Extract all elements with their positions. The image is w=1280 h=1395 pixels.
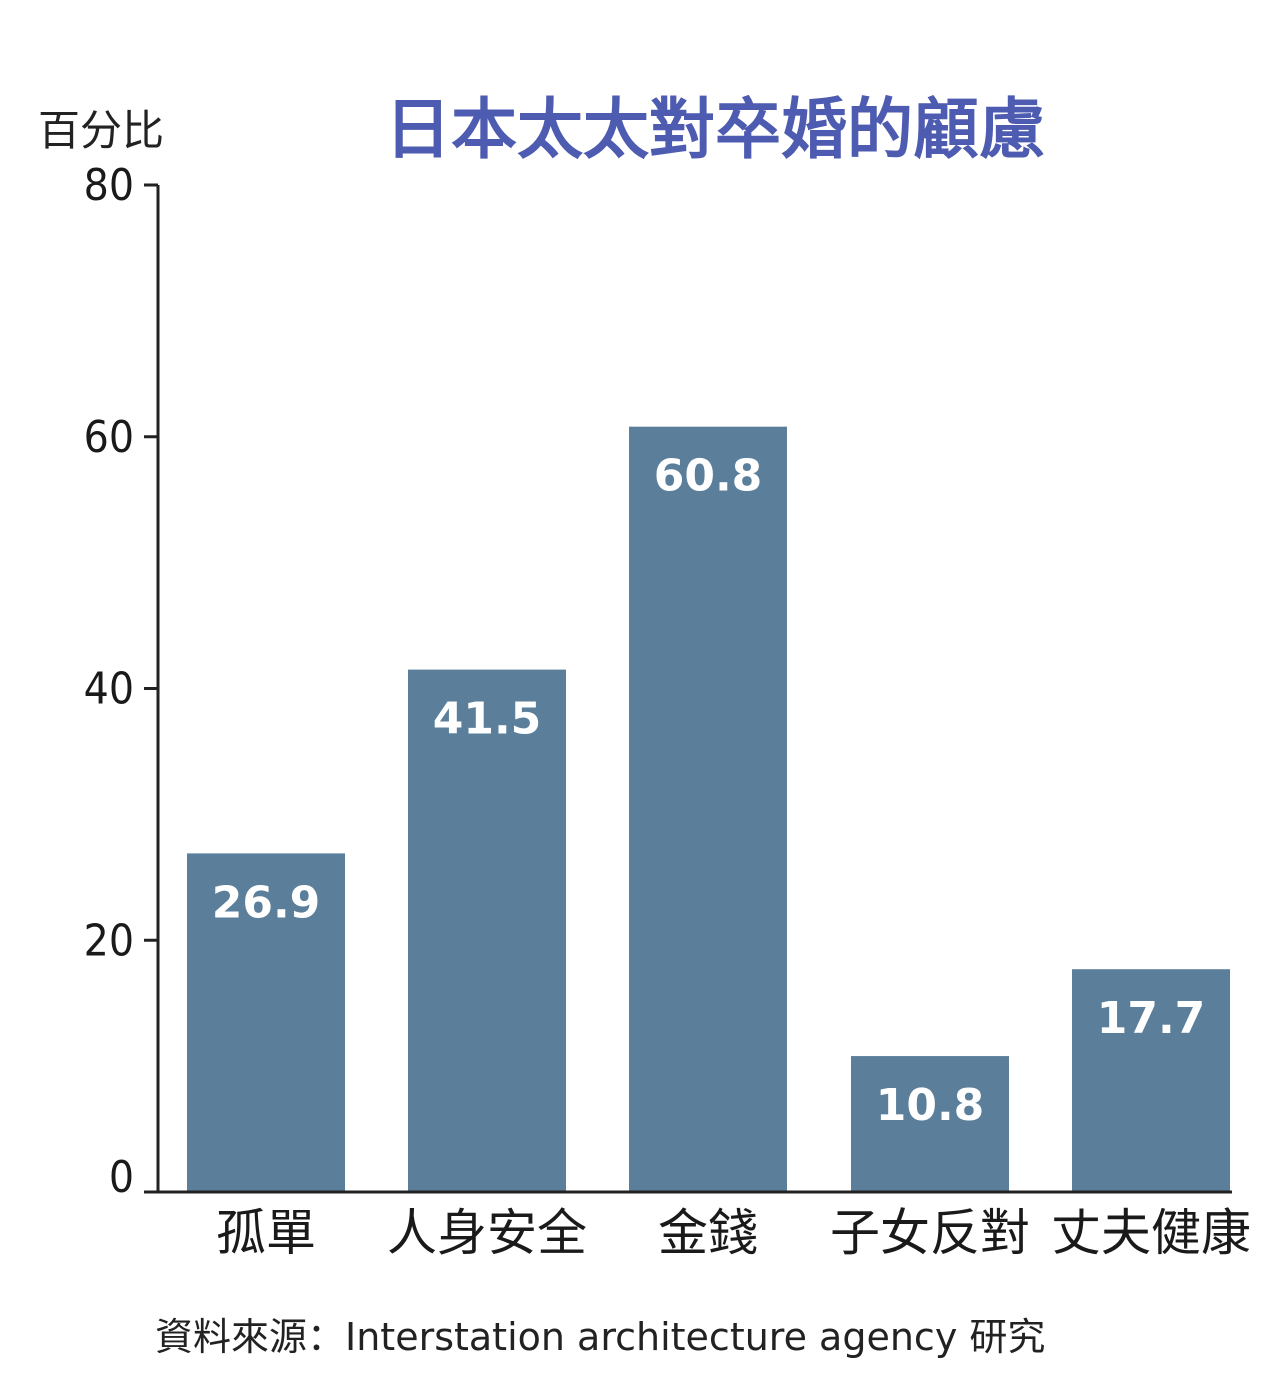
y-axis-ticks: 0 20 40 60 80 <box>84 160 158 1203</box>
bar <box>629 426 787 1192</box>
bar-value-label: 17.7 <box>1097 993 1206 1044</box>
bar-value-label: 10.8 <box>876 1080 985 1131</box>
y-tick-label: 0 <box>109 1152 134 1203</box>
bar <box>187 853 345 1192</box>
y-tick-label: 40 <box>84 664 134 715</box>
x-category-label: 子女反對 <box>830 1204 1030 1262</box>
bar <box>408 669 566 1192</box>
x-category-label: 金錢 <box>658 1204 758 1262</box>
y-axis-unit-label: 百分比 <box>38 106 164 155</box>
bar-value-label: 41.5 <box>433 694 542 745</box>
x-category-label: 丈夫健康 <box>1051 1204 1251 1262</box>
bar <box>1072 969 1230 1192</box>
y-tick-label: 60 <box>84 412 134 463</box>
bar <box>851 1056 1009 1192</box>
bar-value-label: 26.9 <box>212 877 321 928</box>
data-labels: 26.9 41.5 60.8 10.8 17.7 <box>212 451 1206 1131</box>
x-category-label: 孤單 <box>216 1204 316 1262</box>
bar-value-label: 60.8 <box>654 451 763 502</box>
x-category-label: 人身安全 <box>387 1204 587 1262</box>
chart-title: 日本太太對卒婚的顧慮 <box>385 91 1045 168</box>
source-note: 資料來源：Interstation architecture agency 研究 <box>155 1315 1045 1359</box>
y-tick-label: 20 <box>84 915 134 966</box>
y-tick-label: 80 <box>84 160 134 211</box>
x-axis-labels: 孤單 人身安全 金錢 子女反對 丈夫健康 <box>216 1204 1251 1262</box>
bars <box>187 426 1230 1192</box>
